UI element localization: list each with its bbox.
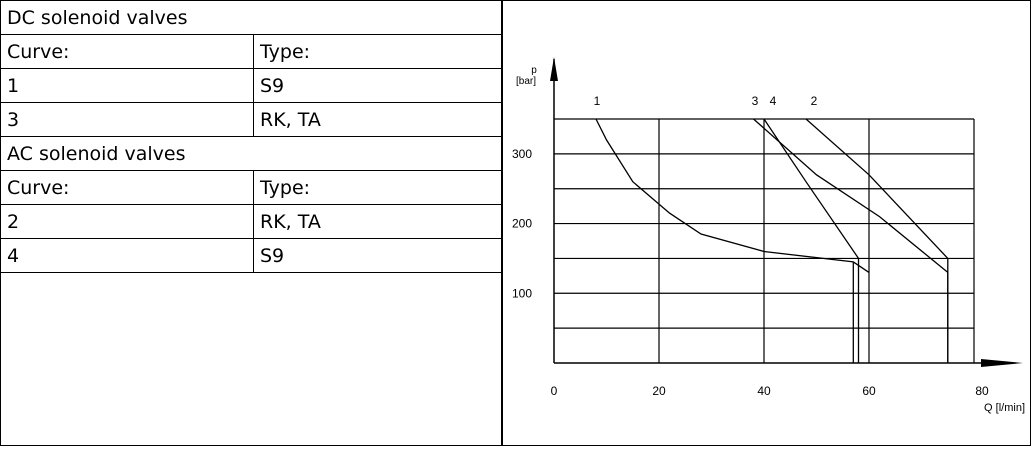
- series-label-3: 3: [752, 94, 759, 108]
- table-row: 4 S9: [1, 239, 501, 273]
- curve-cell: 2: [7, 211, 20, 233]
- curve-cell: 3: [7, 109, 20, 131]
- ac-header-row: AC solenoid valves: [1, 137, 501, 171]
- x-tick-label: 80: [975, 384, 989, 398]
- ac-col-curve: Curve:: [7, 177, 70, 199]
- valve-table: DC solenoid valves Curve: Type: 1 S9 3 R…: [1, 1, 503, 445]
- table-row: 2 RK, TA: [1, 205, 501, 239]
- curve-cell: 4: [7, 245, 20, 267]
- y-axis-unit-label: [bar]: [516, 76, 536, 87]
- pressure-flow-chart: p[bar] 100 200 300 0 20 40 60 80 Q [l/min] 1 3 4 2: [512, 57, 1025, 414]
- series-line-4: [763, 118, 860, 259]
- y-tick-label: 200: [512, 217, 532, 231]
- x-tick-label: 60: [862, 384, 876, 398]
- y-axis-label: p: [531, 65, 537, 76]
- x-tick-label: 20: [652, 384, 666, 398]
- series-label-2: 2: [811, 94, 818, 108]
- type-cell: RK, TA: [253, 205, 501, 239]
- series-line-1: [595, 118, 870, 273]
- series-label-4: 4: [770, 94, 777, 108]
- y-tick-label: 100: [512, 286, 532, 300]
- x-axis-label: Q [l/min]: [984, 402, 1025, 414]
- table-row: 3 RK, TA: [1, 103, 501, 137]
- table-row: 1 S9: [1, 69, 501, 103]
- dc-col-type: Type:: [253, 35, 501, 69]
- dc-header: DC solenoid valves: [7, 7, 188, 29]
- x-tick-label: 0: [551, 384, 558, 398]
- ac-header: AC solenoid valves: [7, 143, 186, 165]
- series-label-1: 1: [594, 94, 601, 108]
- type-cell: S9: [253, 69, 501, 103]
- ac-column-header-row: Curve: Type:: [1, 171, 501, 205]
- y-axis-arrow: [550, 57, 558, 81]
- dc-header-row: DC solenoid valves: [1, 1, 501, 35]
- type-cell: RK, TA: [253, 103, 501, 137]
- dc-col-curve: Curve:: [7, 41, 70, 63]
- series-line-3: [753, 118, 949, 273]
- y-tick-label: 300: [512, 147, 532, 161]
- curve-cell: 1: [7, 75, 20, 97]
- x-tick-label: 40: [757, 384, 771, 398]
- ac-col-type: Type:: [253, 171, 501, 205]
- dc-column-header-row: Curve: Type:: [1, 35, 501, 69]
- x-axis-arrow: [981, 359, 1023, 367]
- chart-panel: p [bar] 100 200 300 0 20 40 60 80 Q [l/min] 1 3 4 2: [503, 1, 1030, 445]
- type-cell: S9: [253, 239, 501, 273]
- series-line-2: [805, 118, 949, 259]
